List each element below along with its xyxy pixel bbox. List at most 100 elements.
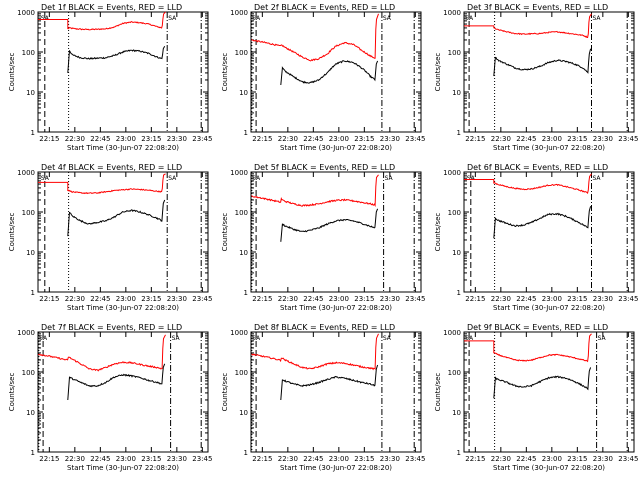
panel-7-title: Det 7f BLACK = Events, RED = LLD <box>41 323 182 332</box>
panel-7-xtick-label: 22:30 <box>65 455 85 463</box>
panel-7-saa-label-left: SA <box>39 335 48 342</box>
panel-7-xtick-label: 22:15 <box>39 455 59 463</box>
panel-2-ytick-label: 10 <box>239 89 248 97</box>
panel-3-ytick-label: 1 <box>457 129 461 137</box>
panel-4-xlabel: Start Time (30-Jun-07 22:08:20) <box>67 304 179 312</box>
panel-3-saa-label-left: SA <box>465 15 474 22</box>
panel-2-ytick-label: 1000 <box>230 9 248 17</box>
panel-2-ytick-label: 1 <box>244 129 248 137</box>
panel-9-xtick-label: 23:30 <box>593 455 613 463</box>
panel-5-xtick-label: 23:00 <box>329 295 349 303</box>
panel-4-ytick-label: 10 <box>26 249 35 257</box>
panel-4-ylabel: Counts/sec <box>8 213 16 252</box>
panel-6-xtick-label: 23:45 <box>618 295 638 303</box>
panel-4-events-series <box>67 199 166 237</box>
panel-2-lld-series <box>251 13 379 62</box>
panel-2-xtick-label: 22:15 <box>252 135 272 143</box>
panel-2-ylabel: Counts/sec <box>221 53 229 92</box>
panel-9-xtick-label: 22:15 <box>465 455 485 463</box>
panel-8-xtick-label: 22:45 <box>303 455 323 463</box>
panel-5-xtick-label: 22:30 <box>278 295 298 303</box>
panel-6-xtick-label: 23:15 <box>567 295 587 303</box>
panel-9-lld-series <box>464 333 592 363</box>
panel-5-frame <box>250 171 422 293</box>
panel-8-xtick-label: 23:45 <box>405 455 425 463</box>
panel-6-saa-label-right: SA <box>593 175 602 182</box>
panel-9-ytick-label: 1000 <box>443 329 461 337</box>
panel-9-xtick-label: 22:30 <box>491 455 511 463</box>
panel-9-ylabel: Counts/sec <box>434 373 442 412</box>
panel-4-xtick-label: 22:45 <box>90 295 110 303</box>
panel-5-xtick-label: 23:45 <box>405 295 425 303</box>
panel-3-events-series <box>493 48 592 77</box>
panel-4-ytick-label: 1 <box>31 289 35 297</box>
panel-1-saa-label-left: SA <box>41 15 50 22</box>
panel-1-xtick-label: 23:45 <box>192 135 212 143</box>
panel-7-ytick-label: 1 <box>31 449 35 457</box>
panel-9-xtick-label: 23:15 <box>567 455 587 463</box>
panel-5-ytick-label: 10 <box>239 249 248 257</box>
panel-6-events-series <box>493 206 592 239</box>
panel-6-frame <box>463 171 635 293</box>
panel-5-xlabel: Start Time (30-Jun-07 22:08:20) <box>280 304 392 312</box>
panel-4-saa-label-right: SA <box>168 175 177 182</box>
panel-3-ytick-label: 1000 <box>443 9 461 17</box>
panel-8-xtick-label: 22:30 <box>278 455 298 463</box>
panel-4-ytick-label: 100 <box>22 209 35 217</box>
panel-2-title: Det 2f BLACK = Events, RED = LLD <box>254 3 395 12</box>
panel-6-xtick-label: 22:15 <box>465 295 485 303</box>
panel-3-frame <box>463 11 635 133</box>
panel-4-xtick-label: 23:00 <box>116 295 136 303</box>
panel-6-saa-label-left: SA <box>467 175 476 182</box>
panel-2-saa-label-right: SA <box>383 15 392 22</box>
panel-6-ytick-label: 1 <box>457 289 461 297</box>
panel-9-saa-label-right: SA <box>598 335 607 342</box>
panel-8-xtick-label: 22:15 <box>252 455 272 463</box>
panel-2-xtick-label: 23:00 <box>329 135 349 143</box>
panel-2-xtick-label: 23:45 <box>405 135 425 143</box>
panel-7-xtick-label: 23:45 <box>192 455 212 463</box>
panel-5-xtick-label: 23:30 <box>380 295 400 303</box>
panel-5-ytick-label: 1 <box>244 289 248 297</box>
panel-6-lld-series <box>464 173 592 195</box>
panel-4-xtick-label: 22:30 <box>65 295 85 303</box>
panel-8-ylabel: Counts/sec <box>221 373 229 412</box>
panel-3-ytick-label: 10 <box>452 89 461 97</box>
panel-2-xtick-label: 23:30 <box>380 135 400 143</box>
panel-8-xlabel: Start Time (30-Jun-07 22:08:20) <box>280 464 392 472</box>
panel-8-title: Det 8f BLACK = Events, RED = LLD <box>254 323 395 332</box>
panel-2-saa-label-left: SA <box>252 15 261 22</box>
panel-4-xtick-label: 23:45 <box>192 295 212 303</box>
panel-8-saa-label-right: SA <box>383 335 392 342</box>
panel-5-events-series <box>280 208 379 242</box>
panel-5-saa-label-left: SA <box>252 175 261 182</box>
panel-1-ylabel: Counts/sec <box>8 53 16 92</box>
panel-5-xtick-label: 23:15 <box>354 295 374 303</box>
panel-1-xlabel: Start Time (30-Jun-07 22:08:20) <box>67 144 179 152</box>
panel-1-ytick-label: 1000 <box>17 9 35 17</box>
panel-7-ytick-label: 10 <box>26 409 35 417</box>
panel-2-xtick-label: 23:15 <box>354 135 374 143</box>
panel-1-ytick-label: 10 <box>26 89 35 97</box>
panel-5-xtick-label: 22:45 <box>303 295 323 303</box>
panel-4-xtick-label: 22:15 <box>39 295 59 303</box>
panel-6-xtick-label: 22:45 <box>516 295 536 303</box>
panel-6-xtick-label: 22:30 <box>491 295 511 303</box>
panel-4-frame <box>37 171 209 293</box>
panel-7-lld-series <box>38 334 166 372</box>
panel-3-xtick-label: 22:15 <box>465 135 485 143</box>
panel-8-lld-series <box>251 333 379 371</box>
panel-4-xtick-label: 23:15 <box>141 295 161 303</box>
panel-6-xlabel: Start Time (30-Jun-07 22:08:20) <box>493 304 605 312</box>
panel-9-xlabel: Start Time (30-Jun-07 22:08:20) <box>493 464 605 472</box>
panel-5-title: Det 5f BLACK = Events, RED = LLD <box>254 163 395 172</box>
panel-1-lld-series <box>38 11 166 31</box>
panel-9-frame <box>463 331 635 453</box>
panel-8-saa-label-left: SA <box>252 335 261 342</box>
panel-3-xtick-label: 22:45 <box>516 135 536 143</box>
panel-7-xtick-label: 23:15 <box>141 455 161 463</box>
panel-2-events-series <box>280 60 379 86</box>
panel-7-frame <box>37 331 209 453</box>
